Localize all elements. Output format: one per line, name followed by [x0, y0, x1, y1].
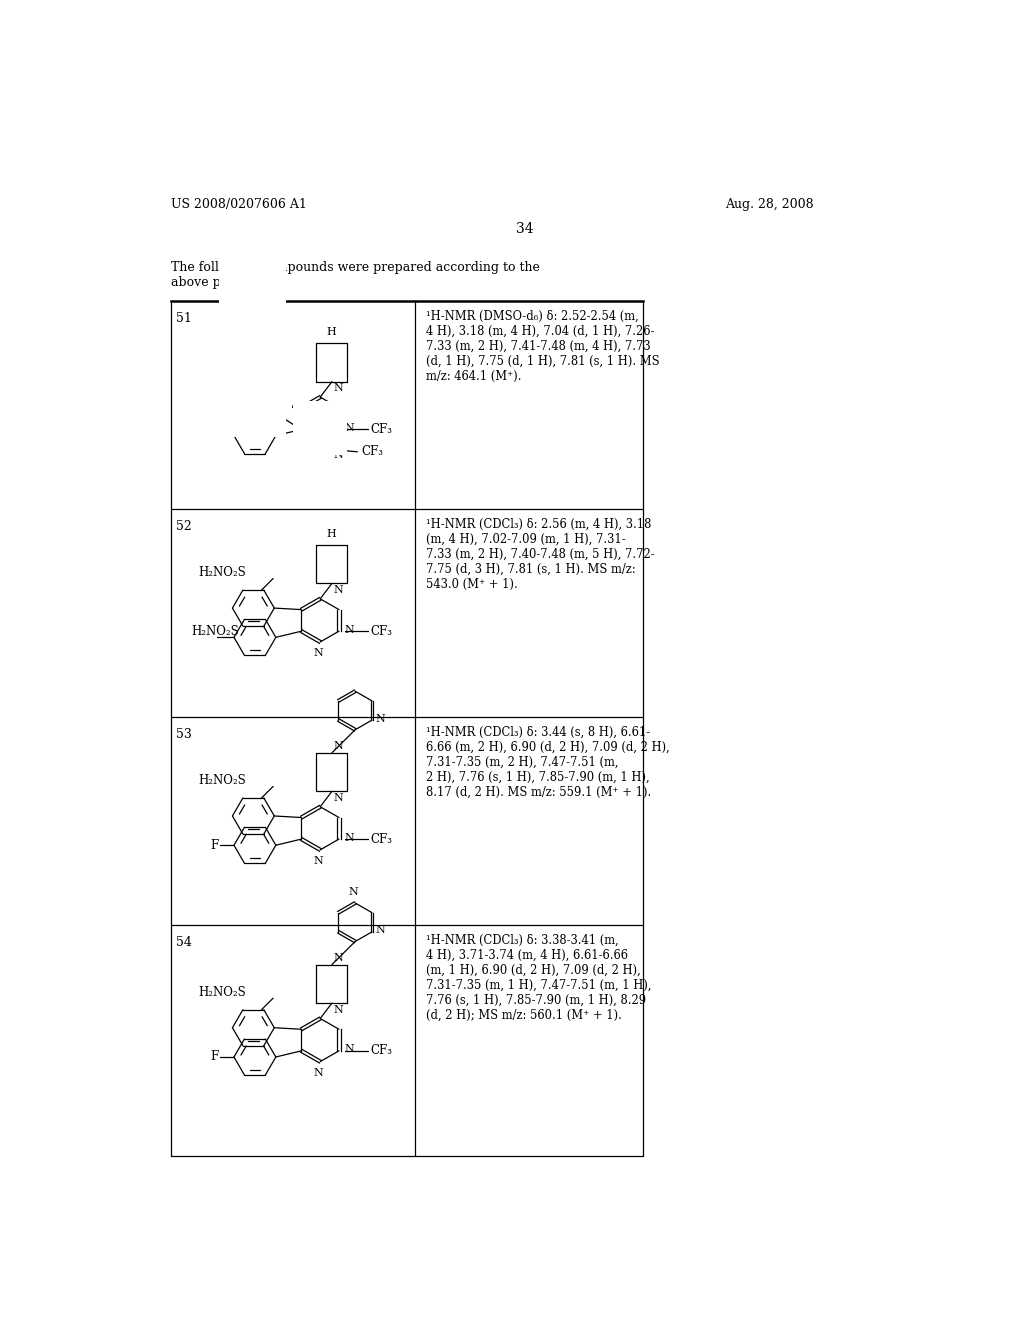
Text: CF₃: CF₃	[370, 833, 392, 846]
Text: US 2008/0207606 A1: US 2008/0207606 A1	[171, 198, 306, 211]
Text: N: N	[376, 925, 386, 936]
Text: H₂NO₂S: H₂NO₂S	[199, 986, 246, 998]
Text: F: F	[210, 1051, 218, 1064]
Bar	[293, 401, 347, 455]
Text: ¹H-NMR (CDCl₃) δ: 3.38-3.41 (m,
4 H), 3.71-3.74 (m, 4 H), 6.61-6.66
(m, 1 H), 6.: ¹H-NMR (CDCl₃) δ: 3.38-3.41 (m, 4 H), 3.…	[426, 933, 652, 1022]
Text: H₂NO₂S: H₂NO₂S	[199, 774, 246, 787]
Text: CF₃: CF₃	[361, 445, 383, 458]
Text: N: N	[344, 1044, 354, 1055]
Text: N: N	[334, 585, 343, 595]
Text: NH₂: NH₂	[250, 335, 274, 347]
Text: N: N	[269, 409, 279, 420]
Text: N: N	[313, 1068, 324, 1077]
Bar	[219, 256, 286, 437]
Bar	[244, 360, 292, 416]
Text: N: N	[376, 714, 386, 723]
Text: CF₃: CF₃	[370, 624, 392, 638]
Text: N: N	[344, 833, 354, 842]
Text: CF₃: CF₃	[370, 422, 392, 436]
Text: CF₃: CF₃	[370, 1044, 392, 1057]
Text: N: N	[334, 793, 343, 803]
Text: N: N	[334, 383, 343, 393]
Text: 51: 51	[176, 313, 191, 326]
Text: H: H	[327, 529, 336, 539]
Text: N: N	[334, 953, 343, 964]
Text: H₂NO₂S: H₂NO₂S	[191, 624, 240, 638]
Text: N: N	[344, 624, 354, 635]
Text: The following compounds were prepared according to the
above procedure.: The following compounds were prepared ac…	[171, 261, 540, 289]
Text: H: H	[327, 327, 336, 337]
Text: ¹H-NMR (DMSO-d₆) δ: 2.52-2.54 (m,
4 H), 3.18 (m, 4 H), 7.04 (d, 1 H), 7.26-
7.33: ¹H-NMR (DMSO-d₆) δ: 2.52-2.54 (m, 4 H), …	[426, 310, 660, 383]
Text: N: N	[334, 1005, 343, 1015]
Text: N: N	[348, 887, 357, 896]
Text: O=S=O: O=S=O	[237, 359, 288, 372]
Text: N: N	[294, 444, 303, 453]
Text: NH₂: NH₂	[247, 342, 273, 355]
Text: N: N	[344, 422, 354, 433]
Text: ¹H-NMR (CDCl₃) δ: 3.44 (s, 8 H), 6.61-
6.66 (m, 2 H), 6.90 (d, 2 H), 7.09 (d, 2 : ¹H-NMR (CDCl₃) δ: 3.44 (s, 8 H), 6.61- 6…	[426, 726, 670, 799]
Text: 53: 53	[176, 729, 191, 742]
Text: 34: 34	[516, 222, 534, 235]
Text: N: N	[313, 857, 324, 866]
Text: 52: 52	[176, 520, 191, 533]
Text: N: N	[334, 450, 343, 461]
Text: H: H	[261, 350, 270, 360]
Text: 54: 54	[176, 936, 191, 949]
Text: N: N	[313, 446, 324, 457]
Text: H₂NO₂S: H₂NO₂S	[199, 566, 246, 579]
Text: ¹H-NMR (CDCl₃) δ: 2.56 (m, 4 H), 3.18
(m, 4 H), 7.02-7.09 (m, 1 H), 7.31-
7.33 (: ¹H-NMR (CDCl₃) δ: 2.56 (m, 4 H), 3.18 (m…	[426, 517, 655, 591]
Text: Aug. 28, 2008: Aug. 28, 2008	[725, 198, 813, 211]
Text: N: N	[313, 648, 324, 659]
Text: O=S=O: O=S=O	[234, 362, 286, 375]
Text: F: F	[210, 838, 218, 851]
Text: N: N	[334, 742, 343, 751]
